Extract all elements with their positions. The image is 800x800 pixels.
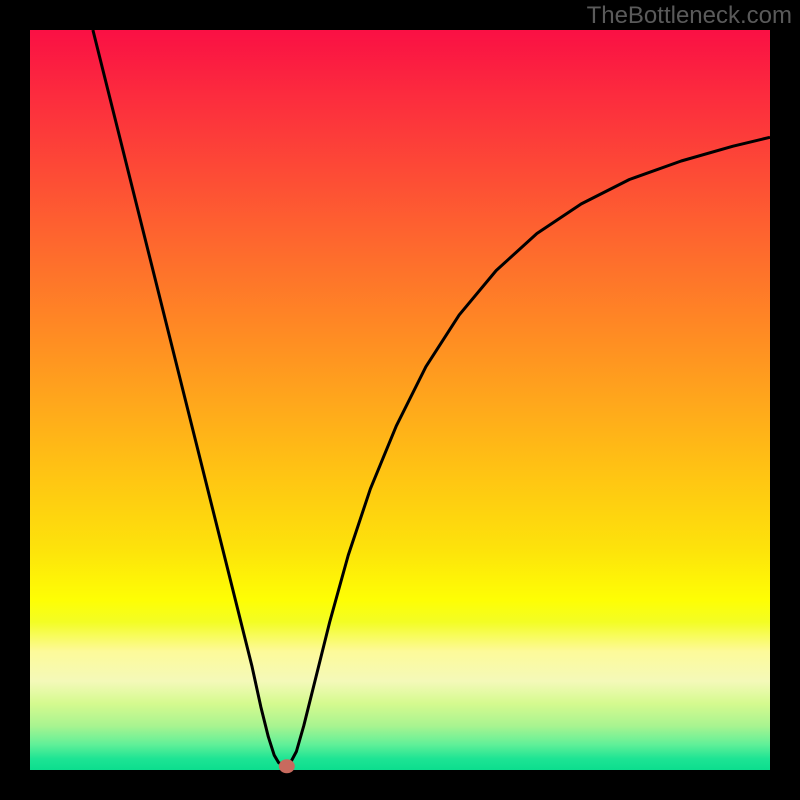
watermark-text: TheBottleneck.com — [587, 2, 792, 30]
chart-root: TheBottleneck.com — [0, 0, 800, 800]
chart-svg — [0, 0, 800, 800]
plot-background — [30, 30, 770, 770]
min-marker — [279, 759, 295, 773]
